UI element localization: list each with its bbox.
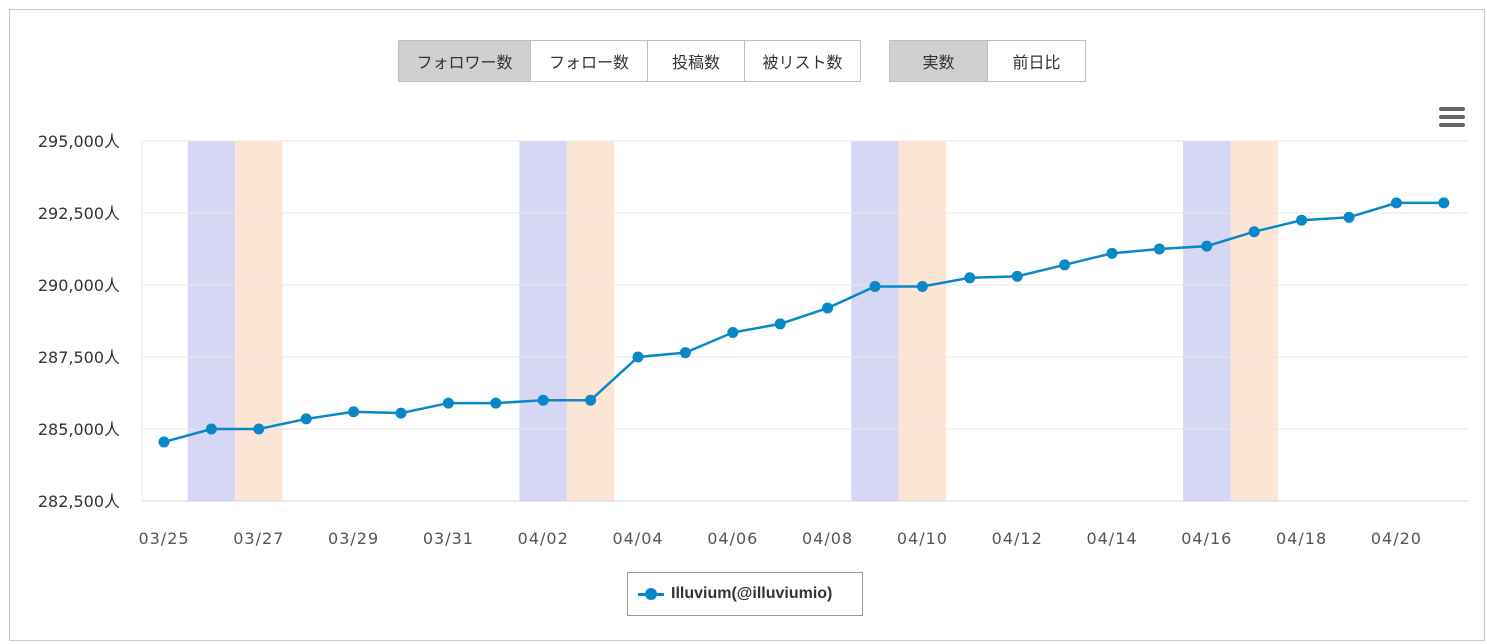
data-point: [1390, 197, 1402, 209]
x-tick-label: 04/10: [897, 529, 948, 548]
x-tick-label: 03/29: [328, 529, 379, 548]
chart-legend[interactable]: Illuvium(@illuviumio): [627, 572, 863, 616]
series-illuvium: [158, 197, 1450, 448]
saturday-band-1: [519, 141, 567, 501]
data-point: [1343, 211, 1355, 223]
data-point: [869, 280, 881, 292]
sunday-band-1: [566, 141, 615, 501]
y-axis: 282,500人 285,000人 287,500人 290,000人 292,500人…: [38, 132, 120, 511]
legend-series-label: Illuvium(@illuviumio): [671, 585, 833, 602]
mode-button-group: 実数 前日比: [889, 40, 1086, 82]
data-point: [1106, 247, 1118, 259]
hamburger-menu-icon[interactable]: [1439, 107, 1465, 129]
data-point: [537, 394, 549, 406]
sunday-band-2: [898, 141, 947, 501]
data-point: [1011, 270, 1023, 282]
metric-button-group: フォロワー数 フォロー数 投稿数 被リスト数: [398, 40, 861, 82]
data-point: [300, 413, 312, 425]
data-point: [1201, 240, 1213, 252]
listed-button[interactable]: 被リスト数: [744, 40, 861, 82]
followers-button[interactable]: フォロワー数: [398, 40, 531, 82]
data-point: [1296, 214, 1308, 226]
data-point: [158, 436, 170, 448]
data-point: [395, 407, 407, 419]
data-point: [205, 423, 217, 435]
x-tick-label: 04/06: [707, 529, 758, 548]
data-point: [679, 347, 691, 359]
data-point: [964, 272, 976, 284]
x-tick-label: 03/25: [138, 529, 189, 548]
y-tick-label: 287,500人: [38, 348, 120, 367]
data-point: [585, 394, 597, 406]
data-point: [348, 406, 360, 418]
data-point: [490, 397, 502, 409]
x-axis: 03/25 03/27 03/29 03/31 04/02 04/04 04/06 04/08…: [138, 529, 1422, 548]
x-tick-label: 04/02: [518, 529, 569, 548]
x-tick-label: 03/27: [233, 529, 284, 548]
data-point: [1248, 226, 1260, 238]
weekend-bands: [187, 141, 1278, 501]
data-point: [442, 397, 454, 409]
x-tick-label: 04/04: [612, 529, 663, 548]
saturday-band-3: [1183, 141, 1231, 501]
actual-count-button[interactable]: 実数: [889, 40, 988, 82]
x-tick-label: 04/20: [1371, 529, 1422, 548]
x-tick-label: 04/08: [802, 529, 853, 548]
data-point: [632, 351, 644, 363]
y-tick-label: 290,000人: [38, 276, 120, 295]
y-tick-label: 285,000人: [38, 420, 120, 439]
posts-button[interactable]: 投稿数: [647, 40, 745, 82]
x-tick-label: 04/18: [1276, 529, 1327, 548]
x-tick-label: 04/14: [1086, 529, 1137, 548]
sunday-band-3: [1230, 141, 1278, 501]
saturday-band-0: [187, 141, 236, 501]
data-point: [1438, 197, 1450, 209]
data-point: [1059, 259, 1071, 271]
y-tick-label: 292,500人: [38, 204, 120, 223]
x-tick-label: 04/12: [992, 529, 1043, 548]
x-tick-label: 03/31: [423, 529, 474, 548]
legend-marker-icon: [638, 587, 664, 600]
grid-lines: [141, 140, 1468, 502]
data-point: [253, 423, 265, 435]
y-tick-label: 282,500人: [38, 492, 120, 511]
saturday-band-2: [851, 141, 899, 501]
y-tick-label: 295,000人: [38, 132, 120, 151]
x-tick-label: 04/16: [1181, 529, 1232, 548]
sunday-band-0: [235, 141, 283, 501]
data-point: [774, 318, 786, 330]
data-point: [822, 302, 834, 314]
series-line: [163, 201, 1444, 444]
data-point: [727, 327, 739, 339]
day-over-day-button[interactable]: 前日比: [987, 40, 1086, 82]
data-point: [1153, 243, 1165, 255]
data-point: [916, 280, 928, 292]
